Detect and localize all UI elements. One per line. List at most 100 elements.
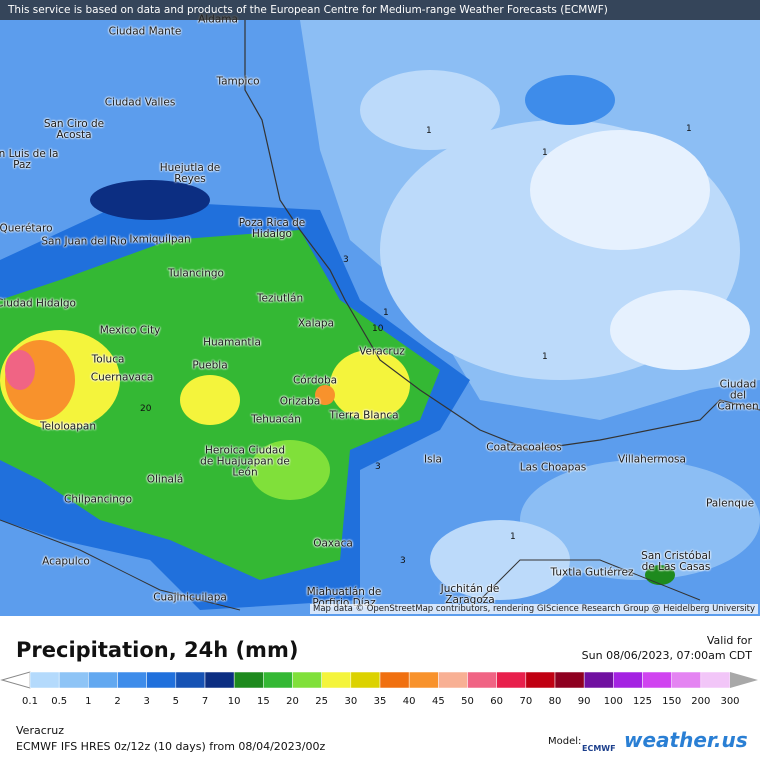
city-label: Ciudad Hidalgo xyxy=(0,297,76,310)
contour-label: 1 xyxy=(426,126,432,136)
legend-tick-label: 20 xyxy=(286,696,299,707)
city-label: Palenque xyxy=(705,497,755,510)
legend-tick-label: 50 xyxy=(461,696,474,707)
legend-swatch xyxy=(554,671,585,689)
legend-swatch xyxy=(204,671,235,689)
city-label: Villahermosa xyxy=(618,453,686,466)
legend-swatch xyxy=(642,671,672,689)
contour-label: 3 xyxy=(400,556,406,566)
legend-below xyxy=(0,671,31,689)
brand: weather.us xyxy=(624,728,748,752)
contour-label: 10 xyxy=(372,324,384,334)
legend-swatch xyxy=(88,671,118,689)
attribution: Map data © OpenStreetMap contributors, r… xyxy=(310,604,758,614)
title: Precipitation, 24h (mm) xyxy=(16,638,299,662)
legend-tick-label: 2 xyxy=(114,696,120,707)
map-background xyxy=(0,0,760,616)
banner: This service is based on data and produc… xyxy=(0,0,760,20)
city-label: Ixmiquilpan xyxy=(129,233,191,246)
model-logo: ECMWF xyxy=(582,744,616,753)
legend-swatch xyxy=(263,671,293,689)
legend-above xyxy=(730,672,758,688)
city-label: Teloloapan xyxy=(40,420,96,433)
location: Veracruz xyxy=(16,724,65,737)
city-label: San Ciro de Acosta xyxy=(43,118,105,141)
legend-swatch xyxy=(29,671,60,689)
model-run: ECMWF IFS HRES 0z/12z (10 days) from 08/… xyxy=(16,740,326,753)
contour-label: 3 xyxy=(343,255,349,265)
city-label: Tierra Blanca xyxy=(329,409,399,422)
legend-tick-label: 300 xyxy=(720,696,739,707)
legend-tick-label: 30 xyxy=(344,696,357,707)
legend-swatch xyxy=(496,671,527,689)
city-label: Tehuacán xyxy=(251,413,301,426)
city-label: Toluca xyxy=(91,353,125,366)
city-label: Tampico xyxy=(216,75,260,88)
city-label: Poza Rica de Hidalgo xyxy=(238,217,306,240)
valid-time: Sun 08/06/2023, 07:00am CDT xyxy=(581,649,752,662)
city-label: San Cristóbal de Las Casas xyxy=(641,550,711,573)
city-label: Heroica Ciudad de Huajuapan de León xyxy=(200,444,290,479)
contour-label: 1 xyxy=(383,308,389,318)
city-label: Chilpancingo xyxy=(63,493,133,506)
legend-swatch xyxy=(438,671,468,689)
legend-swatch xyxy=(233,671,264,689)
legend-swatch xyxy=(117,671,147,689)
legend-swatch xyxy=(292,671,322,689)
city-label: Orizaba xyxy=(279,395,321,408)
legend-swatch xyxy=(671,671,702,689)
city-label: Huejutla de Reyes xyxy=(159,162,221,185)
contour-label: 3 xyxy=(375,462,381,472)
contour-label: 1 xyxy=(542,148,548,158)
valid-label: Valid for xyxy=(706,634,752,647)
city-label: Mexico City xyxy=(99,324,161,337)
city-label: Huamantla xyxy=(203,336,261,349)
legend-tick-label: 35 xyxy=(374,696,387,707)
city-label: Miahuatlán de Porfirio Díaz xyxy=(306,586,382,609)
city-label: Oaxaca xyxy=(313,537,353,550)
legend-swatch xyxy=(321,671,352,689)
city-label: Acapulco xyxy=(42,555,90,568)
contour-label: 1 xyxy=(510,532,516,542)
city-label: Las Choapas xyxy=(519,461,587,474)
legend-swatch xyxy=(408,671,439,689)
legend-tick-label: 0.1 xyxy=(22,696,38,707)
legend-tick-label: 15 xyxy=(257,696,270,707)
legend-tick-label: 7 xyxy=(202,696,208,707)
legend-swatch xyxy=(700,671,731,689)
city-label: San Juan del Rio xyxy=(41,235,127,248)
legend-swatch xyxy=(613,671,643,689)
legend: 0.1 0.5 1 2 3 5 7 10 15 20 25 30 35 40 45 50 60 70 80 90 100… xyxy=(0,671,758,707)
legend-tick-label: 100 xyxy=(604,696,623,707)
legend-tick-label: 80 xyxy=(549,696,562,707)
city-label: Cuajinicuilapa xyxy=(153,591,227,604)
legend-swatch xyxy=(58,671,89,689)
city-label: Córdoba xyxy=(292,374,338,387)
city-label: Juchitán de Zaragoza xyxy=(440,583,500,606)
city-label: Ciudad Mante xyxy=(108,25,182,38)
model-label: Model: xyxy=(548,736,582,747)
city-label: Querétaro xyxy=(0,222,53,235)
legend-swatch xyxy=(467,671,497,689)
legend-tick-label: 45 xyxy=(432,696,445,707)
city-label: Ciudad del Carmen xyxy=(717,378,759,413)
city-label: Veracruz xyxy=(359,345,405,358)
legend-tick-label: 90 xyxy=(578,696,591,707)
city-label: San Luis de la Paz xyxy=(0,148,59,171)
legend-tick-label: 200 xyxy=(691,696,710,707)
city-label: Tuxtla Gutiérrez xyxy=(550,566,634,579)
city-label: Xalapa xyxy=(297,317,335,330)
legend-swatch xyxy=(379,671,410,689)
contour-label: 1 xyxy=(542,352,548,362)
legend-tick-label: 25 xyxy=(315,696,328,707)
legend-tick-label: 60 xyxy=(490,696,503,707)
legend-tick-label: 10 xyxy=(228,696,241,707)
legend-tick-label: 70 xyxy=(519,696,532,707)
city-label: Teziutlán xyxy=(256,292,304,305)
legend-swatch xyxy=(175,671,206,689)
legend-tick-label: 40 xyxy=(403,696,416,707)
legend-swatch xyxy=(350,671,381,689)
city-label: Coatzacoalcos xyxy=(486,441,562,454)
